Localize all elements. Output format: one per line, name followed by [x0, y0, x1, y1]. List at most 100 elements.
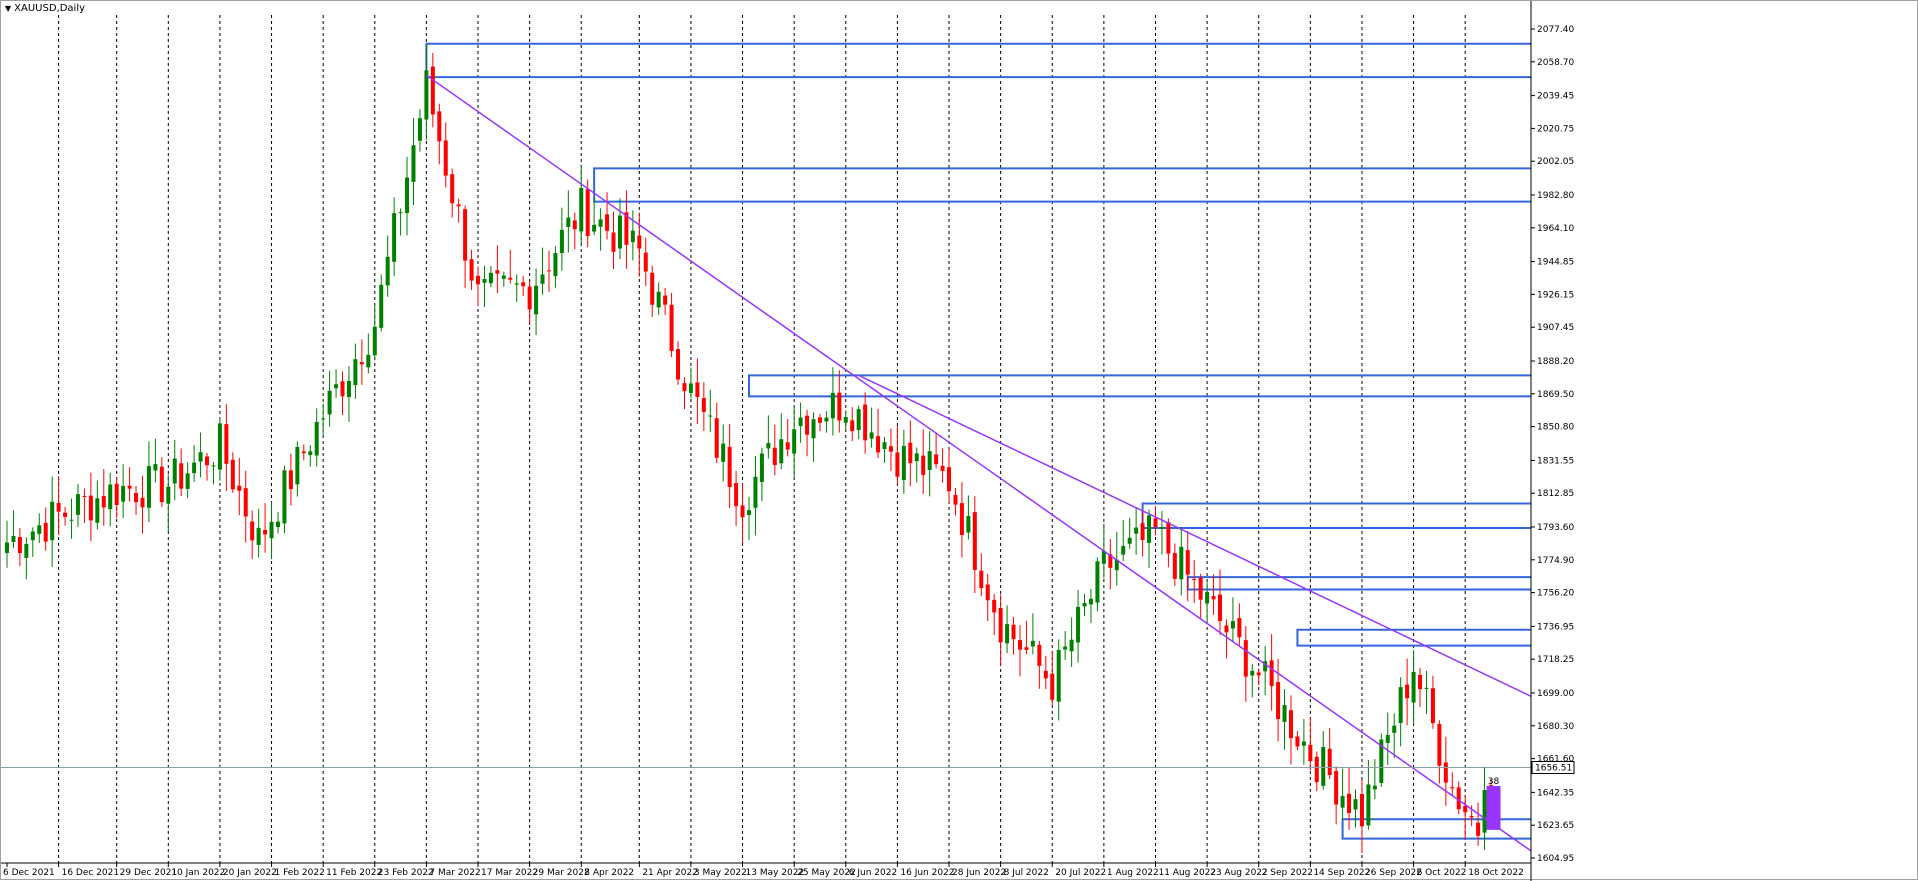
position-marker-label: 38	[1488, 777, 1500, 787]
triangle-down-icon[interactable]: ▼	[5, 4, 12, 13]
time-label: 8 Jul 2022	[1004, 868, 1049, 878]
trendlines	[1, 74, 1532, 852]
bull-candle	[811, 419, 816, 439]
bull-candle	[1205, 592, 1210, 604]
bull-candle	[308, 451, 313, 456]
bear-candle	[1359, 794, 1364, 827]
bear-candle	[785, 442, 790, 450]
bear-candle	[682, 383, 687, 392]
bull-candle	[792, 429, 797, 454]
bull-candle	[50, 501, 55, 541]
bear-candle	[947, 467, 952, 492]
price-label: 2058.70	[1537, 58, 1574, 68]
time-label: 6 Oct 2022	[1417, 868, 1467, 878]
supply-demand-zone	[1341, 818, 1531, 840]
bull-candle	[1121, 545, 1126, 555]
bull-candle	[1392, 725, 1397, 733]
bear-candle	[1327, 748, 1332, 776]
time-label: 26 Sep 2022	[1365, 868, 1422, 878]
bull-candle	[1385, 734, 1390, 743]
bear-candle	[953, 494, 958, 505]
bear-candle	[1276, 682, 1281, 720]
bull-candle	[424, 70, 429, 120]
time-label: 28 Jun 2022	[952, 868, 1006, 878]
bull-candle	[534, 285, 539, 315]
bull-candle	[514, 283, 519, 285]
price-label: 1888.20	[1537, 357, 1574, 367]
time-label: 7 Mar 2022	[429, 868, 480, 878]
bull-candle	[372, 326, 377, 356]
bull-candle	[856, 409, 861, 431]
bear-candle	[888, 446, 893, 452]
chart-title[interactable]: ▼ XAUUSD,Daily	[5, 3, 89, 14]
bear-candle	[456, 204, 461, 207]
bull-candle	[121, 486, 126, 502]
bear-candle	[340, 381, 345, 397]
bear-candle	[1405, 684, 1410, 699]
bear-candle	[437, 111, 442, 142]
bear-candle	[817, 417, 822, 423]
bull-candle	[1114, 559, 1119, 571]
price-label: 1699.00	[1537, 689, 1574, 699]
bear-candle	[1237, 618, 1242, 638]
bull-candle	[11, 536, 16, 542]
supply-demand-zone	[1296, 628, 1531, 647]
bull-candle	[656, 291, 661, 308]
bull-candle	[759, 453, 764, 482]
bull-candle	[488, 272, 493, 284]
bear-candle	[546, 270, 551, 272]
bear-candle	[934, 454, 939, 465]
bull-candle	[617, 215, 622, 249]
price-label: 1869.50	[1537, 390, 1574, 400]
bear-candle	[56, 502, 61, 512]
bull-candle	[1340, 796, 1345, 808]
bear-candle	[979, 570, 984, 589]
bull-candle	[559, 229, 564, 253]
bear-candle	[159, 466, 164, 503]
bull-candle	[211, 465, 216, 467]
bull-candle	[153, 464, 158, 471]
bear-candle	[1108, 554, 1113, 568]
bear-candle	[1172, 553, 1177, 579]
bear-candle	[959, 503, 964, 536]
bear-candle	[1295, 736, 1300, 747]
time-label: 20 Jan 2022	[223, 868, 277, 878]
supply-demand-zone	[593, 167, 1531, 203]
time-label: 6 Jun 2022	[849, 868, 897, 878]
time-label: 29 Dec 2021	[120, 868, 177, 878]
bull-candle	[1082, 603, 1087, 607]
bull-candle	[901, 445, 906, 481]
bear-candle	[572, 220, 577, 230]
bull-candle	[256, 527, 261, 545]
bear-candle	[940, 465, 945, 472]
symbol-title: XAUUSD,Daily	[14, 3, 86, 14]
bear-candle	[714, 418, 719, 458]
time-label: 6 Dec 2021	[3, 868, 55, 878]
bull-candle	[1095, 561, 1100, 603]
time-label: 23 Aug 2022	[1210, 868, 1268, 878]
bull-candle	[1088, 598, 1093, 605]
bull-candle	[1147, 515, 1152, 543]
bear-candle	[521, 282, 526, 287]
price-label: 1661.60	[1537, 755, 1574, 765]
bull-candle	[1482, 789, 1487, 833]
price-label: 2077.40	[1537, 25, 1574, 35]
bull-candle	[198, 452, 203, 462]
bear-candle	[1308, 744, 1313, 762]
time-label: 13 May 2022	[746, 868, 805, 878]
time-label: 11 Feb 2022	[326, 868, 382, 878]
bear-candle	[850, 420, 855, 432]
bear-candle	[508, 277, 513, 280]
bull-candle	[1321, 747, 1326, 786]
bear-candle	[230, 459, 235, 490]
bear-candle	[43, 522, 48, 542]
bull-candle	[353, 359, 358, 386]
bull-candle	[75, 494, 80, 515]
bear-candle	[1288, 710, 1293, 739]
bear-candle	[805, 415, 810, 435]
bear-candle	[863, 404, 868, 441]
bear-candle	[985, 584, 990, 601]
bull-candle	[966, 515, 971, 533]
